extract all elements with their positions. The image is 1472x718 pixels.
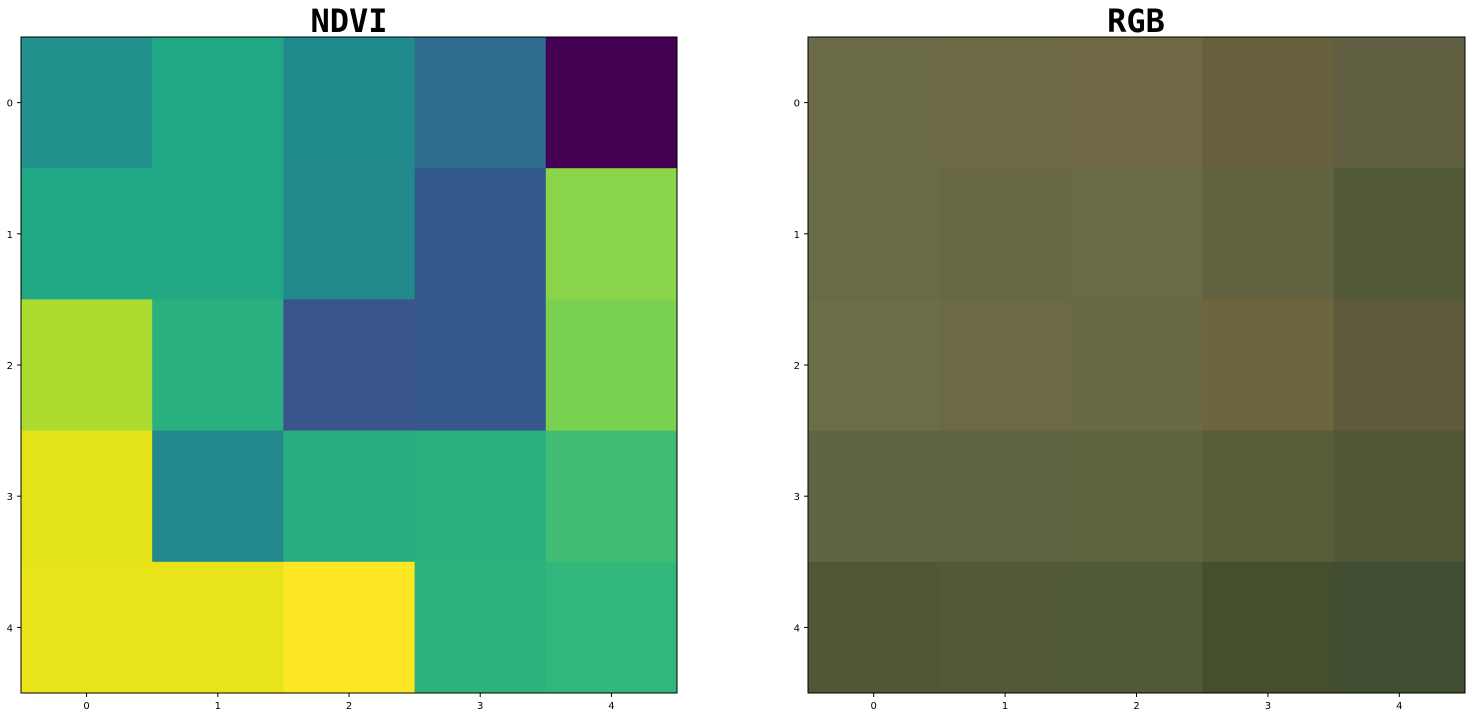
ndvi-panel: NDVI 0 1 2 3 4 0 1 2 3 4 xyxy=(7,2,678,712)
rgb-cell-r2-c0 xyxy=(808,299,940,432)
ndvi-cell-r1-c4 xyxy=(545,168,678,300)
ndvi-y-tick-label-1: 1 xyxy=(7,230,13,241)
rgb-cell-r3-c0 xyxy=(808,430,940,563)
rgb-x-tick-label-0: 0 xyxy=(871,701,877,712)
ndvi-cell-r0-c0 xyxy=(21,37,153,169)
ndvi-cell-r3-c0 xyxy=(21,430,153,563)
ndvi-y-tick-label-4: 4 xyxy=(7,623,13,634)
ndvi-cell-r4-c2 xyxy=(283,561,416,694)
rgb-x-tick-label-1: 1 xyxy=(1002,701,1008,712)
ndvi-x-tick-label-0: 0 xyxy=(83,701,89,712)
rgb-cell-r2-c3 xyxy=(1202,299,1335,432)
ndvi-cell-r0-c4 xyxy=(545,37,678,169)
rgb-cell-r4-c2 xyxy=(1070,561,1203,694)
rgb-y-tick-label-4: 4 xyxy=(794,623,800,634)
rgb-cell-r1-c4 xyxy=(1333,168,1466,300)
ndvi-x-tick-label-3: 3 xyxy=(477,701,483,712)
ndvi-cell-r1-c2 xyxy=(283,168,416,300)
rgb-cell-r2-c1 xyxy=(939,299,1072,432)
rgb-x-tick-label-2: 2 xyxy=(1133,701,1139,712)
rgb-cell-r3-c2 xyxy=(1070,430,1203,563)
rgb-y-tick-label-1: 1 xyxy=(794,230,800,241)
ndvi-cell-r3-c3 xyxy=(414,430,547,563)
ndvi-cell-r4-c1 xyxy=(152,561,284,694)
ndvi-cell-r0-c3 xyxy=(414,37,547,169)
ndvi-cell-r1-c1 xyxy=(152,168,284,300)
ndvi-x-tick-label-4: 4 xyxy=(608,701,614,712)
ndvi-cell-r2-c2 xyxy=(283,299,416,432)
ndvi-cell-r0-c2 xyxy=(283,37,416,169)
ndvi-title: NDVI xyxy=(310,2,388,40)
rgb-x-tick-label-3: 3 xyxy=(1265,701,1271,712)
rgb-cell-r0-c2 xyxy=(1070,37,1203,169)
ndvi-x-tick-label-2: 2 xyxy=(346,701,352,712)
rgb-cell-r0-c3 xyxy=(1202,37,1335,169)
rgb-cell-r1-c3 xyxy=(1202,168,1335,300)
ndvi-cell-r1-c3 xyxy=(414,168,547,300)
rgb-title: RGB xyxy=(1107,2,1165,40)
rgb-cell-r2-c2 xyxy=(1070,299,1203,432)
ndvi-heatmap: 0 1 2 3 4 0 1 2 3 4 xyxy=(7,36,678,712)
rgb-cell-r0-c4 xyxy=(1333,37,1466,169)
rgb-y-tick-label-2: 2 xyxy=(794,361,800,372)
rgb-cell-r4-c4 xyxy=(1333,561,1466,694)
ndvi-cell-r4-c4 xyxy=(545,561,678,694)
rgb-cell-r0-c0 xyxy=(808,37,940,169)
ndvi-cell-r4-c3 xyxy=(414,561,547,694)
ndvi-cell-r0-c1 xyxy=(152,37,284,169)
ndvi-y-tick-label-0: 0 xyxy=(7,99,13,110)
ndvi-cell-r2-c1 xyxy=(152,299,284,432)
rgb-cell-r1-c2 xyxy=(1070,168,1203,300)
ndvi-cell-r2-c0 xyxy=(21,299,153,432)
rgb-y-tick-label-3: 3 xyxy=(794,492,800,503)
ndvi-x-tick-label-1: 1 xyxy=(215,701,221,712)
rgb-cell-r1-c0 xyxy=(808,168,940,300)
rgb-x-tick-label-4: 4 xyxy=(1396,701,1402,712)
ndvi-cell-r1-c0 xyxy=(21,168,153,300)
rgb-cell-r4-c0 xyxy=(808,561,940,694)
rgb-cell-r4-c3 xyxy=(1202,561,1335,694)
ndvi-cell-r2-c3 xyxy=(414,299,547,432)
ndvi-cell-r3-c4 xyxy=(545,430,678,563)
rgb-cell-r2-c4 xyxy=(1333,299,1466,432)
ndvi-cell-r3-c1 xyxy=(152,430,284,563)
rgb-cell-r4-c1 xyxy=(939,561,1072,694)
ndvi-cell-r3-c2 xyxy=(283,430,416,563)
rgb-cell-r1-c1 xyxy=(939,168,1072,300)
rgb-y-tick-label-0: 0 xyxy=(794,99,800,110)
ndvi-cell-r4-c0 xyxy=(21,561,153,694)
ndvi-cell-r2-c4 xyxy=(545,299,678,432)
ndvi-y-tick-label-2: 2 xyxy=(7,361,13,372)
rgb-cell-r3-c4 xyxy=(1333,430,1466,563)
rgb-cell-r0-c1 xyxy=(939,37,1072,169)
ndvi-y-tick-label-3: 3 xyxy=(7,492,13,503)
rgb-cell-r3-c3 xyxy=(1202,430,1335,563)
rgb-cell-r3-c1 xyxy=(939,430,1072,563)
